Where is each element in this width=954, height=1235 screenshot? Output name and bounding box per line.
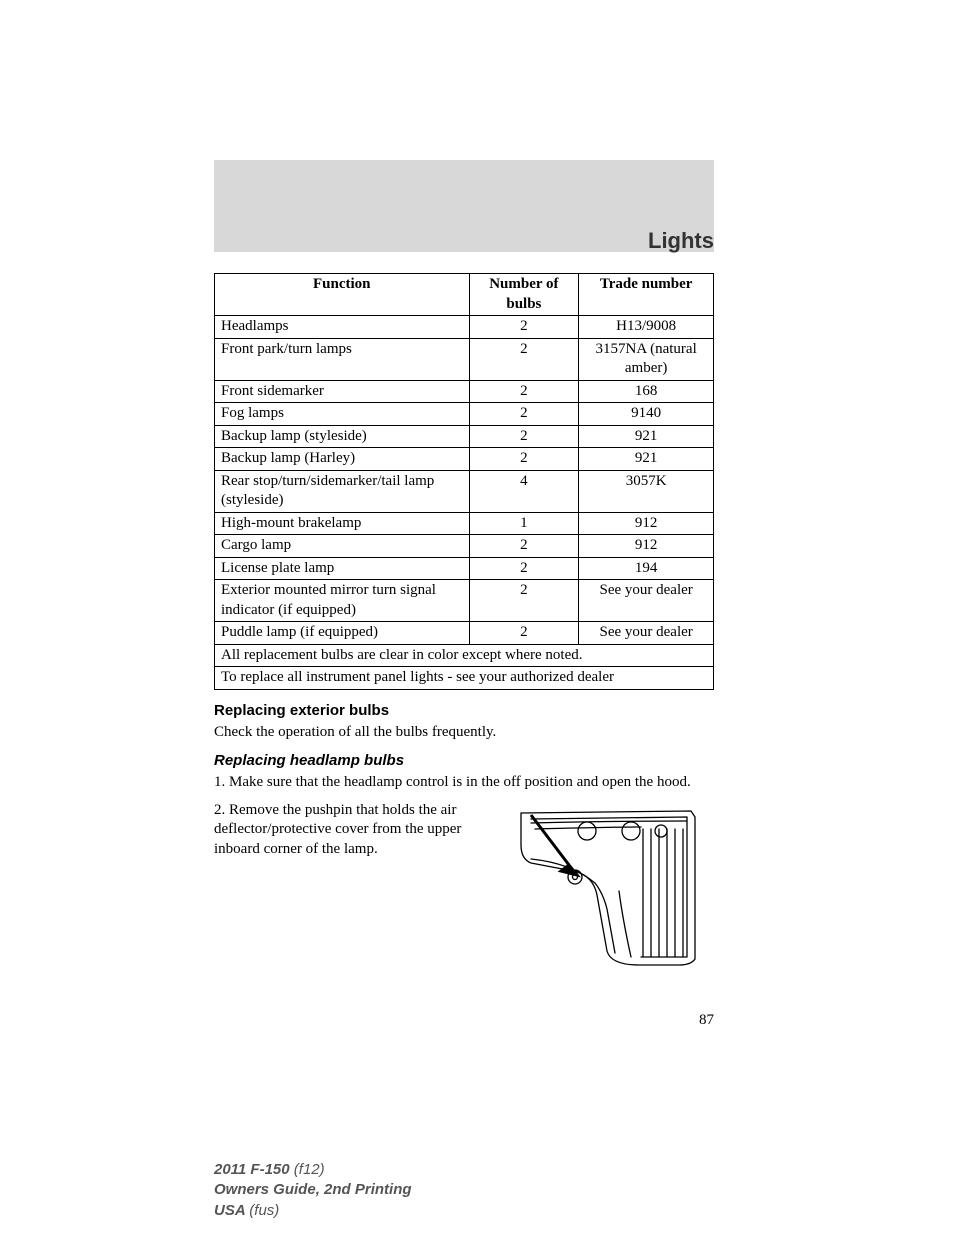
- table-header-row: Function Number of bulbs Trade number: [215, 274, 714, 316]
- cell-trade: 921: [579, 425, 714, 448]
- footer-region: USA: [214, 1202, 249, 1219]
- footer-guide: Owners Guide, 2nd Printing: [214, 1180, 412, 1200]
- cell-number: 2: [469, 316, 579, 339]
- cell-function: Backup lamp (Harley): [215, 448, 470, 471]
- heading-replacing-headlamp: Replacing headlamp bulbs: [214, 752, 714, 769]
- table-row: Fog lamps29140: [215, 403, 714, 426]
- table-row: Cargo lamp2912: [215, 535, 714, 558]
- cell-function: High-mount brakelamp: [215, 512, 470, 535]
- table-row: Front park/turn lamps23157NA (natural am…: [215, 338, 714, 380]
- paragraph-check-operation: Check the operation of all the bulbs fre…: [214, 723, 714, 743]
- footnote-2: To replace all instrument panel lights -…: [215, 667, 714, 690]
- footer-code1: (f12): [294, 1161, 325, 1178]
- table-row: Rear stop/turn/sidemarker/tail lamp (sty…: [215, 470, 714, 512]
- cell-trade: H13/9008: [579, 316, 714, 339]
- cell-trade: 194: [579, 557, 714, 580]
- cell-trade: See your dealer: [579, 580, 714, 622]
- cell-number: 2: [469, 535, 579, 558]
- cell-trade: See your dealer: [579, 622, 714, 645]
- cell-number: 2: [469, 580, 579, 622]
- page-number: 87: [699, 1012, 714, 1029]
- header-band: [214, 160, 714, 252]
- footer-code2: (fus): [249, 1202, 279, 1219]
- th-trade: Trade number: [579, 274, 714, 316]
- cell-trade: 921: [579, 448, 714, 471]
- cell-number: 2: [469, 425, 579, 448]
- cell-number: 2: [469, 557, 579, 580]
- table-row: Headlamps2H13/9008: [215, 316, 714, 339]
- step-2: 2. Remove the pushpin that holds the air…: [214, 801, 479, 860]
- page-content: Function Number of bulbs Trade number He…: [214, 273, 714, 969]
- cell-number: 2: [469, 338, 579, 380]
- cell-function: Rear stop/turn/sidemarker/tail lamp (sty…: [215, 470, 470, 512]
- heading-replacing-exterior: Replacing exterior bulbs: [214, 702, 714, 719]
- table-footnote-row: To replace all instrument panel lights -…: [215, 667, 714, 690]
- cell-function: License plate lamp: [215, 557, 470, 580]
- cell-number: 2: [469, 448, 579, 471]
- cell-function: Cargo lamp: [215, 535, 470, 558]
- cell-function: Front park/turn lamps: [215, 338, 470, 380]
- cell-trade: 9140: [579, 403, 714, 426]
- cell-function: Front sidemarker: [215, 380, 470, 403]
- footer-model: 2011 F-150: [214, 1161, 294, 1178]
- cell-number: 1: [469, 512, 579, 535]
- section-title: Lights: [648, 228, 714, 254]
- table-row: Puddle lamp (if equipped)2See your deale…: [215, 622, 714, 645]
- table-row: Backup lamp (styleside)2921: [215, 425, 714, 448]
- th-function: Function: [215, 274, 470, 316]
- cell-function: Headlamps: [215, 316, 470, 339]
- cell-trade: 912: [579, 512, 714, 535]
- cell-trade: 3157NA (natural amber): [579, 338, 714, 380]
- table-row: License plate lamp2194: [215, 557, 714, 580]
- bulb-spec-table: Function Number of bulbs Trade number He…: [214, 273, 714, 690]
- cell-trade: 3057K: [579, 470, 714, 512]
- cell-number: 4: [469, 470, 579, 512]
- table-footnote-row: All replacement bulbs are clear in color…: [215, 644, 714, 667]
- cell-number: 2: [469, 403, 579, 426]
- headlamp-diagram: [491, 801, 699, 969]
- cell-number: 2: [469, 380, 579, 403]
- cell-function: Fog lamps: [215, 403, 470, 426]
- footer: 2011 F-150 (f12) Owners Guide, 2nd Print…: [214, 1160, 412, 1221]
- cell-number: 2: [469, 622, 579, 645]
- table-row: Front sidemarker2168: [215, 380, 714, 403]
- cell-trade: 912: [579, 535, 714, 558]
- cell-function: Exterior mounted mirror turn signal indi…: [215, 580, 470, 622]
- step-1: 1. Make sure that the headlamp control i…: [214, 773, 714, 793]
- cell-function: Puddle lamp (if equipped): [215, 622, 470, 645]
- cell-trade: 168: [579, 380, 714, 403]
- cell-function: Backup lamp (styleside): [215, 425, 470, 448]
- table-row: High-mount brakelamp1912: [215, 512, 714, 535]
- table-row: Exterior mounted mirror turn signal indi…: [215, 580, 714, 622]
- th-number: Number of bulbs: [469, 274, 579, 316]
- table-row: Backup lamp (Harley)2921: [215, 448, 714, 471]
- footnote-1: All replacement bulbs are clear in color…: [215, 644, 714, 667]
